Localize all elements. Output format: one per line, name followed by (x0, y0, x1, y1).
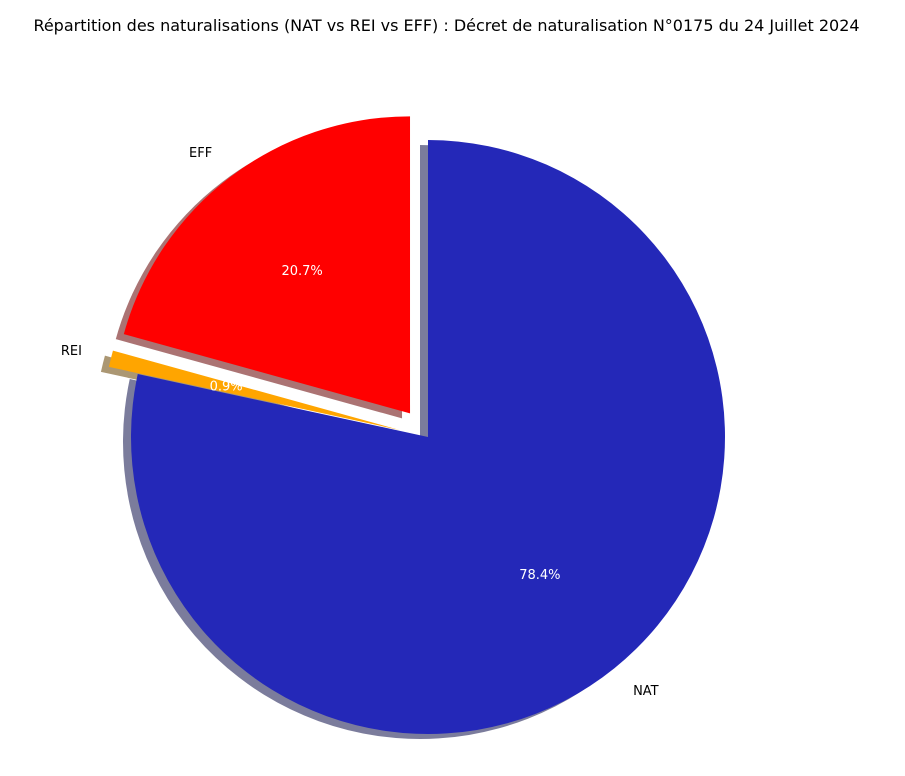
pie-labels: NAT 78.4% REI 0.9% EFF 20.7% (61, 146, 659, 699)
slice-percent-nat: 78.4% (519, 568, 560, 583)
slice-label-eff: EFF (189, 146, 212, 161)
pie-slices (108, 116, 725, 734)
chart-title: Répartition des naturalisations (NAT vs … (33, 16, 860, 35)
slice-percent-eff: 20.7% (281, 264, 322, 279)
slice-label-rei: REI (61, 344, 82, 359)
pie-slice-rei (108, 350, 400, 430)
pie-slice-eff (123, 116, 411, 414)
slice-label-nat: NAT (633, 684, 659, 699)
pie-slice-nat (130, 140, 725, 734)
slice-percent-rei: 0.9% (210, 380, 243, 395)
